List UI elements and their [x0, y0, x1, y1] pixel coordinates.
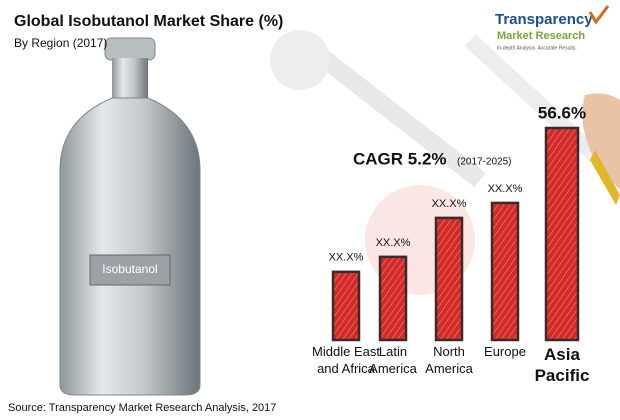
bottle	[59, 37, 201, 396]
x-tick-label: Asia Pacific	[534, 345, 590, 385]
bar	[378, 255, 408, 342]
logo-check	[588, 5, 610, 25]
chart-subtitle: By Region (2017)	[14, 36, 107, 50]
bottle-label: Isobutanol	[102, 262, 157, 276]
chart-title: Global Isobutanol Market Share (%)	[14, 13, 283, 30]
x-tick-label: Middle East and Africa	[312, 344, 380, 376]
logo-tagline: In-depth Analysis. Accurate Results.	[497, 45, 577, 51]
source: Source: Transparency Market Research Ana…	[8, 402, 276, 414]
x-tick-label: North America	[425, 344, 473, 376]
x-tick-label: Europe	[484, 344, 526, 359]
bar	[434, 216, 464, 342]
logo-line2: Market Research	[497, 30, 585, 42]
cagr: CAGR 5.2%	[353, 149, 447, 168]
value-label: XX.X%	[432, 198, 467, 210]
cagr-period: (2017-2025)	[457, 157, 511, 168]
logo-name: Transparency	[495, 11, 593, 28]
value-label: XX.X%	[376, 237, 411, 249]
bar	[490, 201, 520, 342]
value-label: XX.X%	[488, 183, 523, 195]
value-label: 56.6%	[538, 103, 586, 122]
hand	[582, 93, 620, 205]
bar	[544, 126, 580, 342]
x-tick-label: Latin America	[369, 344, 417, 376]
value-label: XX.X%	[329, 252, 364, 264]
bar	[331, 270, 361, 342]
